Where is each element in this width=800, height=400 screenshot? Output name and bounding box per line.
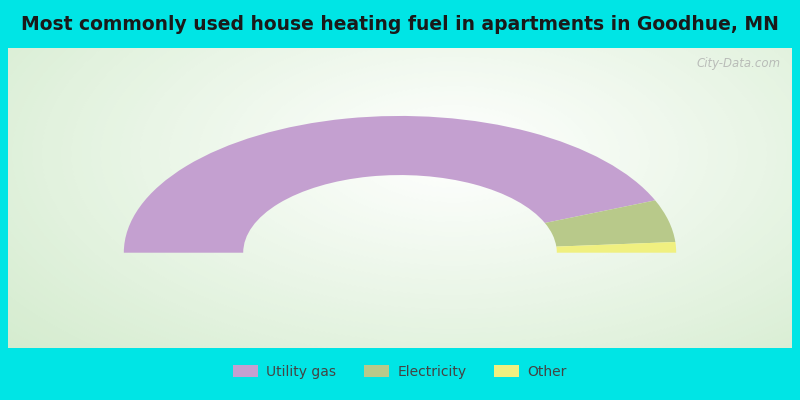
Circle shape: [62, 0, 800, 348]
Text: City-Data.com: City-Data.com: [696, 57, 780, 70]
Legend: Utility gas, Electricity, Other: Utility gas, Electricity, Other: [227, 360, 573, 384]
Wedge shape: [124, 116, 655, 253]
Circle shape: [218, 38, 689, 270]
Circle shape: [13, 0, 800, 372]
Circle shape: [355, 105, 551, 202]
Circle shape: [32, 0, 800, 362]
Circle shape: [150, 4, 758, 304]
Wedge shape: [556, 242, 676, 253]
Circle shape: [336, 96, 571, 212]
Circle shape: [444, 149, 463, 159]
Circle shape: [248, 52, 659, 256]
Circle shape: [385, 120, 522, 188]
Circle shape: [326, 91, 581, 217]
Circle shape: [287, 71, 620, 236]
Circle shape: [434, 144, 473, 164]
Circle shape: [424, 139, 483, 168]
Circle shape: [267, 62, 640, 246]
Circle shape: [81, 0, 800, 338]
Circle shape: [198, 28, 708, 280]
Circle shape: [130, 0, 777, 314]
Circle shape: [170, 13, 738, 295]
Circle shape: [414, 134, 493, 173]
Circle shape: [297, 76, 610, 232]
Circle shape: [306, 81, 601, 227]
Circle shape: [238, 47, 669, 261]
Circle shape: [71, 0, 800, 343]
Circle shape: [159, 8, 747, 300]
Circle shape: [258, 57, 650, 251]
Circle shape: [316, 86, 590, 222]
Circle shape: [42, 0, 800, 358]
Circle shape: [0, 0, 800, 387]
Circle shape: [2, 0, 800, 377]
Circle shape: [189, 23, 718, 285]
Circle shape: [366, 110, 542, 198]
Circle shape: [101, 0, 800, 328]
Circle shape: [209, 32, 698, 275]
Circle shape: [277, 66, 630, 241]
Circle shape: [405, 130, 502, 178]
Circle shape: [110, 0, 797, 324]
Text: Most commonly used house heating fuel in apartments in Goodhue, MN: Most commonly used house heating fuel in…: [21, 14, 779, 34]
Circle shape: [346, 100, 562, 207]
Circle shape: [0, 0, 800, 382]
Circle shape: [91, 0, 800, 334]
Wedge shape: [545, 200, 675, 247]
Circle shape: [52, 0, 800, 353]
Circle shape: [140, 0, 767, 309]
Circle shape: [179, 18, 728, 290]
Circle shape: [375, 115, 532, 193]
Circle shape: [394, 125, 512, 183]
Circle shape: [228, 42, 679, 266]
Circle shape: [22, 0, 800, 368]
Circle shape: [120, 0, 786, 319]
